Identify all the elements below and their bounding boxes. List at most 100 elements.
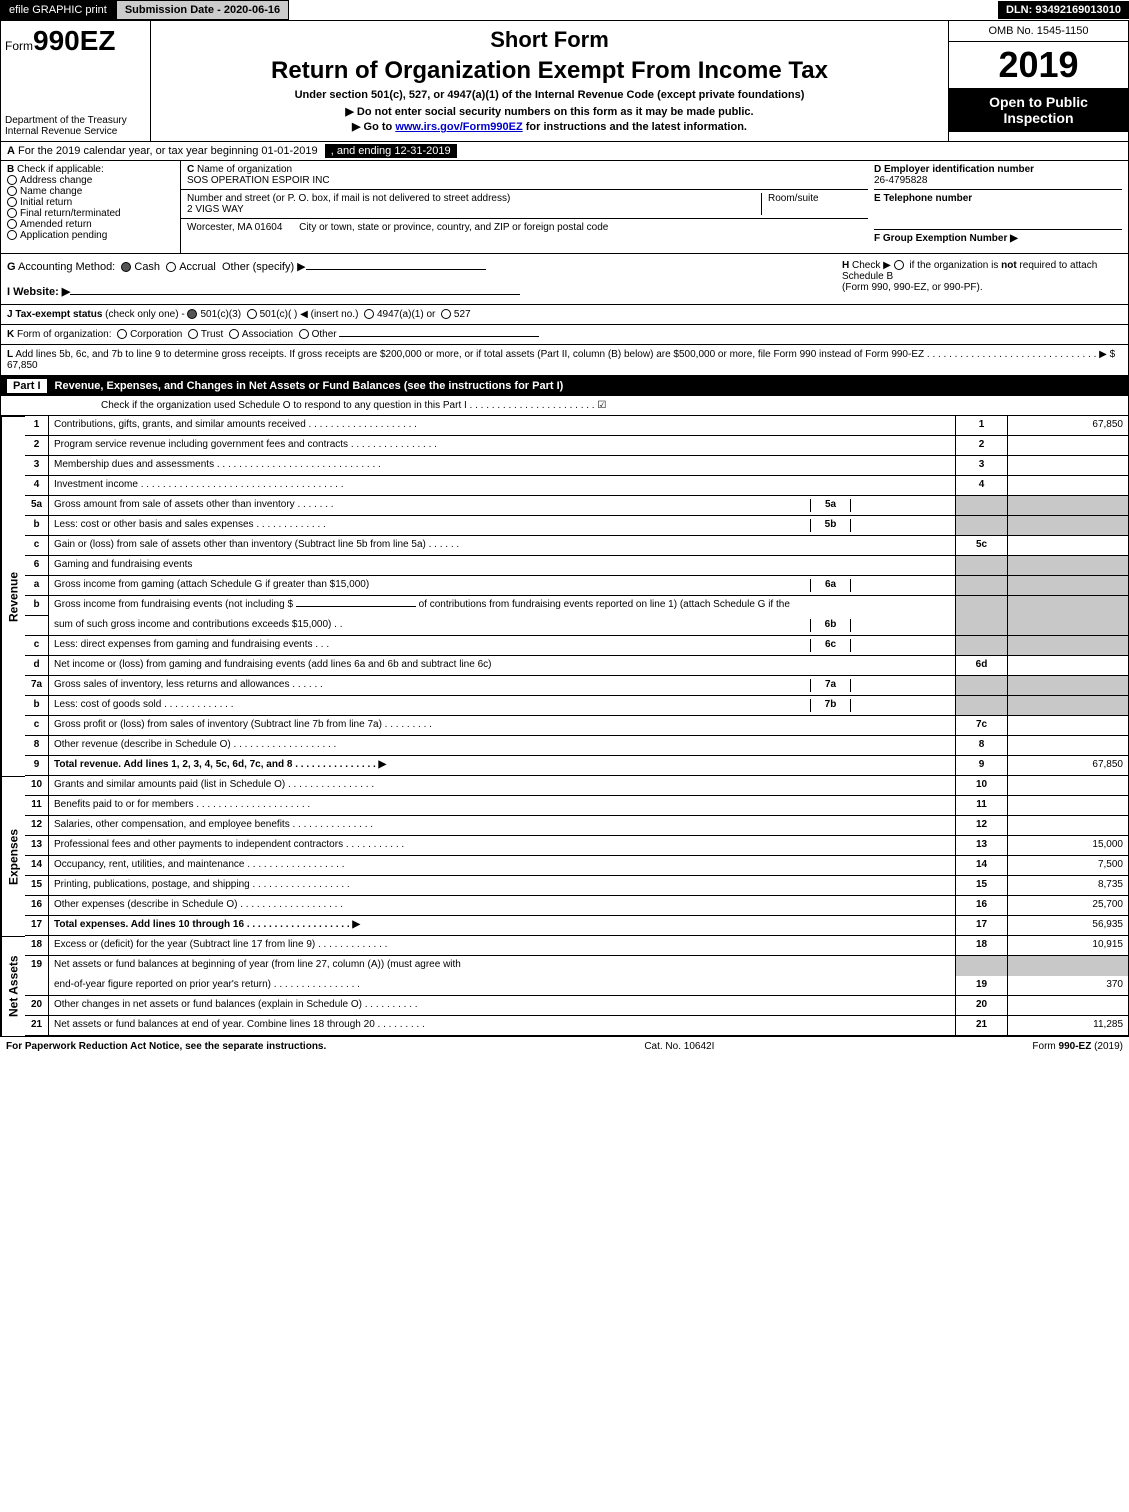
line-15-desc: Printing, publications, postage, and shi… xyxy=(49,876,956,896)
line-10-col: 10 xyxy=(956,776,1008,796)
j-4947-checkbox[interactable] xyxy=(364,309,374,319)
goto-pre: ▶ Go to xyxy=(352,121,395,133)
dept-line1: Department of the Treasury xyxy=(5,115,146,126)
j-527-checkbox[interactable] xyxy=(441,309,451,319)
line-5b-box-val xyxy=(850,519,950,532)
line-6c-box-val xyxy=(850,639,950,652)
line-19-amt1 xyxy=(1008,956,1128,976)
org-name-row: C Name of organization SOS OPERATION ESP… xyxy=(181,161,868,190)
line-19-col: 19 xyxy=(956,976,1008,996)
irs-link[interactable]: www.irs.gov/Form990EZ xyxy=(395,121,522,133)
j-501c-checkbox[interactable] xyxy=(247,309,257,319)
line-4-amt xyxy=(1008,476,1128,496)
line-19-desc1: Net assets or fund balances at beginning… xyxy=(49,956,956,976)
line-5c-col: 5c xyxy=(956,536,1008,556)
final-return-checkbox[interactable] xyxy=(7,208,17,218)
line-11-desc: Benefits paid to or for members . . . . … xyxy=(49,796,956,816)
room-suite-label: Room/suite xyxy=(762,193,862,215)
ein-row: D Employer identification number 26-4795… xyxy=(874,164,1122,190)
line-5a-num: 5a xyxy=(25,496,49,516)
initial-return-checkbox[interactable] xyxy=(7,197,17,207)
part-1-check: Check if the organization used Schedule … xyxy=(1,396,1128,416)
street-label: Number and street (or P. O. box, if mail… xyxy=(187,193,510,204)
line-7a-amt xyxy=(1008,676,1128,696)
k-corp-checkbox[interactable] xyxy=(117,329,127,339)
line-6b-col1 xyxy=(956,596,1008,616)
dept-line2: Internal Revenue Service xyxy=(5,126,146,137)
accounting-method-label: Accounting Method: xyxy=(16,261,116,273)
k-other-input[interactable] xyxy=(339,336,539,337)
line-7a-text: Gross sales of inventory, less returns a… xyxy=(54,679,810,692)
line-9-num: 9 xyxy=(25,756,49,776)
label-a: A xyxy=(7,145,15,157)
line-6a-text: Gross income from gaming (attach Schedul… xyxy=(54,579,810,592)
line-12-desc: Salaries, other compensation, and employ… xyxy=(49,816,956,836)
line-6d-amt xyxy=(1008,656,1128,676)
row-l: L Add lines 5b, 6c, and 7b to line 9 to … xyxy=(1,345,1128,376)
line-5b-amt xyxy=(1008,516,1128,536)
amended-return-checkbox[interactable] xyxy=(7,219,17,229)
line-6b-input[interactable] xyxy=(296,606,416,607)
line-14-col: 14 xyxy=(956,856,1008,876)
k-corp-label: Corporation xyxy=(130,329,182,340)
h-check-text1: Check ▶ xyxy=(849,260,893,271)
group-exemption-row: F Group Exemption Number ▶ xyxy=(874,233,1122,247)
line-18-col: 18 xyxy=(956,936,1008,956)
line-6c-amt xyxy=(1008,636,1128,656)
cash-checkbox[interactable] xyxy=(121,262,131,272)
line-7b-desc: Less: cost of goods sold . . . . . . . .… xyxy=(49,696,956,716)
line-18-desc: Excess or (deficit) for the year (Subtra… xyxy=(49,936,956,956)
accrual-label: Accrual xyxy=(179,261,216,273)
name-of-org-label: Name of organization xyxy=(194,164,292,175)
k-other-checkbox[interactable] xyxy=(299,329,309,339)
accrual-checkbox[interactable] xyxy=(166,262,176,272)
line-6b-num2 xyxy=(25,616,49,636)
k-text: Form of organization: xyxy=(14,329,111,340)
app-pending-label: Application pending xyxy=(20,230,107,241)
line-9-text: Total revenue. Add lines 1, 2, 3, 4, 5c,… xyxy=(54,759,386,770)
line-6d-num: d xyxy=(25,656,49,676)
org-name: SOS OPERATION ESPOIR INC xyxy=(187,175,330,186)
line-18-amt: 10,915 xyxy=(1008,936,1128,956)
efile-print-button[interactable]: efile GRAPHIC print xyxy=(0,0,116,20)
row-g-h-i: G Accounting Method: Cash Accrual Other … xyxy=(1,254,1128,305)
line-6a-desc: Gross income from gaming (attach Schedul… xyxy=(49,576,956,596)
line-6b-amt1 xyxy=(1008,596,1128,616)
other-specify-label: Other (specify) ▶ xyxy=(222,261,306,273)
line-17-amt: 56,935 xyxy=(1008,916,1128,936)
k-trust-checkbox[interactable] xyxy=(188,329,198,339)
and-ending: , and ending 12-31-2019 xyxy=(325,144,457,158)
header-middle: Short Form Return of Organization Exempt… xyxy=(151,21,948,141)
line-7b-amt xyxy=(1008,696,1128,716)
under-section: Under section 501(c), 527, or 4947(a)(1)… xyxy=(157,89,942,101)
open-to-public: Open to Public Inspection xyxy=(949,88,1128,132)
k-assoc-checkbox[interactable] xyxy=(229,329,239,339)
website-label: I Website: ▶ xyxy=(7,286,70,298)
line-5b-box-label: 5b xyxy=(810,519,850,532)
j-501c3-checkbox[interactable] xyxy=(187,309,197,319)
line-7a-desc: Gross sales of inventory, less returns a… xyxy=(49,676,956,696)
line-8-col: 8 xyxy=(956,736,1008,756)
website-input[interactable] xyxy=(70,294,520,295)
dept-treasury: Department of the Treasury Internal Reve… xyxy=(5,115,146,137)
tax-year: 2019 xyxy=(949,42,1128,88)
line-1-num: 1 xyxy=(25,416,49,436)
addr-change-checkbox[interactable] xyxy=(7,175,17,185)
app-pending-checkbox[interactable] xyxy=(7,230,17,240)
h-checkbox[interactable] xyxy=(894,260,904,270)
line-6d-col: 6d xyxy=(956,656,1008,676)
line-17-desc: Total expenses. Add lines 10 through 16 … xyxy=(49,916,956,936)
line-13-num: 13 xyxy=(25,836,49,856)
line-5a-desc: Gross amount from sale of assets other t… xyxy=(49,496,956,516)
j-501c3-label: 501(c)(3) xyxy=(200,309,241,320)
line-16-num: 16 xyxy=(25,896,49,916)
other-specify-input[interactable] xyxy=(306,269,486,270)
line-1-desc: Contributions, gifts, grants, and simila… xyxy=(49,416,956,436)
line-13-col: 13 xyxy=(956,836,1008,856)
name-change-checkbox[interactable] xyxy=(7,186,17,196)
l-text: Add lines 5b, 6c, and 7b to line 9 to de… xyxy=(7,349,1115,371)
line-1-amt: 67,850 xyxy=(1008,416,1128,436)
line-6c-num: c xyxy=(25,636,49,656)
open-line1: Open to Public xyxy=(953,94,1124,110)
form-990ez: 990EZ xyxy=(33,25,116,56)
